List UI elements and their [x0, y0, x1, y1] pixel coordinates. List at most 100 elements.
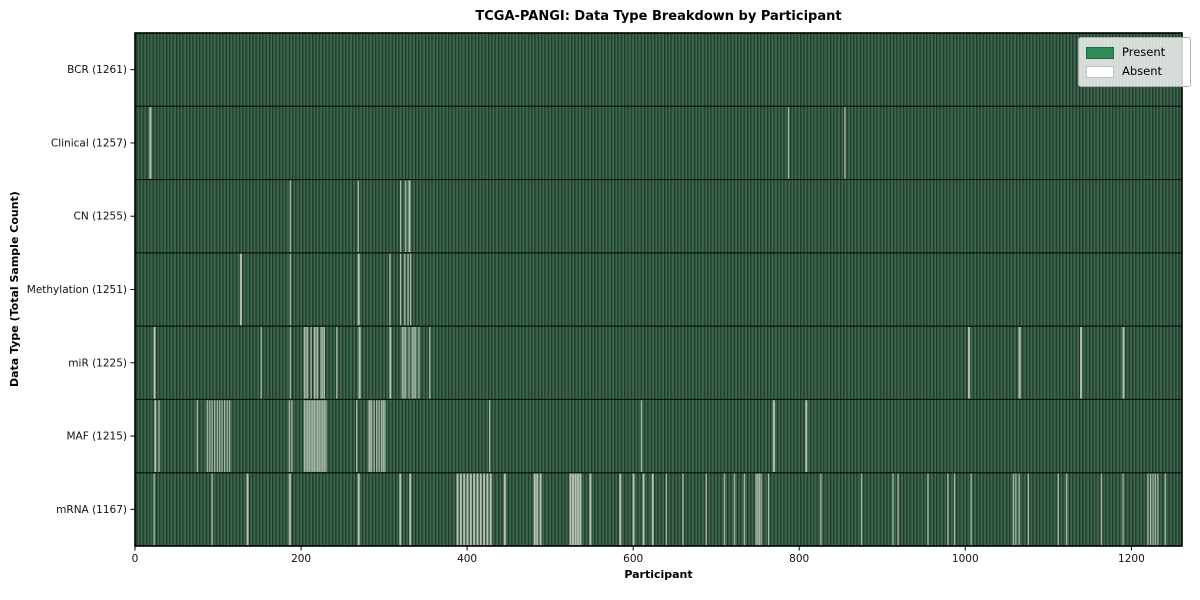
absent-mark — [409, 473, 411, 546]
x-tick-label: 0 — [132, 553, 139, 565]
absent-swatch — [1086, 65, 1114, 78]
absent-mark — [569, 473, 571, 546]
absent-mark — [399, 473, 401, 546]
absent-mark — [380, 400, 383, 472]
absent-mark — [289, 180, 291, 253]
absent-mark — [411, 326, 413, 399]
absent-mark — [1147, 473, 1149, 546]
row-band — [135, 326, 1182, 400]
absent-mark — [927, 473, 929, 546]
y-tick-label: mRNA (1167) — [56, 504, 127, 516]
absent-mark — [576, 473, 579, 546]
absent-mark — [571, 473, 574, 546]
absent-mark — [219, 400, 221, 472]
absent-mark — [389, 253, 391, 326]
absent-mark — [477, 473, 479, 546]
absent-mark — [303, 400, 306, 472]
absent-mark — [320, 400, 322, 472]
absent-mark — [206, 400, 208, 472]
absent-mark — [755, 473, 757, 546]
absent-mark — [643, 473, 645, 546]
x-tick-label: 800 — [789, 553, 809, 565]
absent-mark — [310, 400, 312, 472]
absent-mark — [216, 400, 218, 472]
absent-mark — [390, 326, 392, 399]
absent-mark — [533, 473, 536, 546]
absent-mark — [149, 107, 151, 179]
absent-mark — [758, 473, 761, 546]
absent-mark — [1122, 473, 1124, 546]
absent-mark — [473, 473, 475, 546]
absent-mark — [570, 473, 572, 546]
absent-mark — [534, 473, 536, 546]
absent-mark — [291, 400, 293, 472]
absent-mark — [400, 253, 402, 326]
absent-mark — [400, 180, 402, 253]
absent-mark — [289, 326, 291, 399]
absent-mark — [310, 326, 312, 399]
absent-mark — [1122, 326, 1124, 399]
absent-mark — [214, 400, 216, 472]
absent-mark — [767, 473, 770, 546]
absent-mark — [155, 400, 157, 472]
absent-mark — [401, 326, 404, 399]
absent-mark — [463, 473, 465, 546]
absent-mark — [321, 326, 324, 399]
absent-mark — [486, 473, 488, 546]
absent-mark — [323, 326, 325, 399]
absent-mark — [733, 473, 736, 546]
row-band — [135, 106, 1182, 180]
absent-mark — [483, 473, 485, 546]
x-axis-label: Participant — [624, 568, 693, 581]
absent-mark — [373, 400, 375, 472]
absent-mark — [577, 473, 580, 546]
absent-mark — [483, 473, 486, 546]
absent-mark — [459, 473, 462, 546]
absent-mark — [247, 473, 249, 546]
absent-mark — [305, 326, 307, 399]
absent-mark — [1019, 326, 1021, 399]
absent-mark — [757, 473, 759, 546]
absent-mark — [723, 473, 726, 546]
absent-mark — [820, 473, 822, 546]
absent-mark — [619, 473, 621, 546]
absent-mark — [375, 400, 378, 472]
absent-mark — [537, 473, 539, 546]
absent-mark — [357, 180, 360, 253]
absent-mark — [970, 473, 972, 546]
absent-mark — [572, 473, 575, 546]
x-tick-label: 1000 — [952, 553, 979, 565]
absent-mark — [805, 400, 807, 472]
absent-mark — [357, 473, 360, 546]
absent-mark — [772, 400, 775, 472]
absent-mark — [357, 253, 360, 326]
y-tick-label: Clinical (1257) — [51, 137, 127, 149]
absent-mark — [356, 400, 358, 472]
absent-mark — [651, 473, 653, 546]
absent-mark — [457, 473, 459, 546]
absent-mark — [488, 400, 491, 472]
absent-mark — [574, 473, 576, 546]
absent-mark — [632, 473, 634, 546]
absent-mark — [967, 326, 970, 399]
absent-mark — [358, 326, 360, 399]
present-swatch — [1086, 46, 1114, 59]
absent-mark — [320, 326, 322, 399]
y-tick-label: BCR (1261) — [67, 64, 127, 76]
absent-mark — [404, 253, 406, 326]
absent-mark — [539, 473, 541, 546]
absent-mark — [154, 400, 156, 472]
absent-mark — [413, 326, 415, 399]
absent-mark — [409, 473, 412, 546]
absent-mark — [540, 473, 542, 546]
absent-mark — [463, 473, 466, 546]
absent-mark — [1015, 473, 1017, 546]
absent-mark — [806, 400, 808, 472]
absent-mark — [153, 473, 155, 546]
absent-mark — [580, 473, 582, 546]
absent-mark — [158, 400, 160, 472]
absent-mark — [405, 326, 407, 399]
absent-mark — [196, 400, 198, 472]
absent-mark — [589, 473, 591, 546]
row-band — [135, 33, 1182, 107]
